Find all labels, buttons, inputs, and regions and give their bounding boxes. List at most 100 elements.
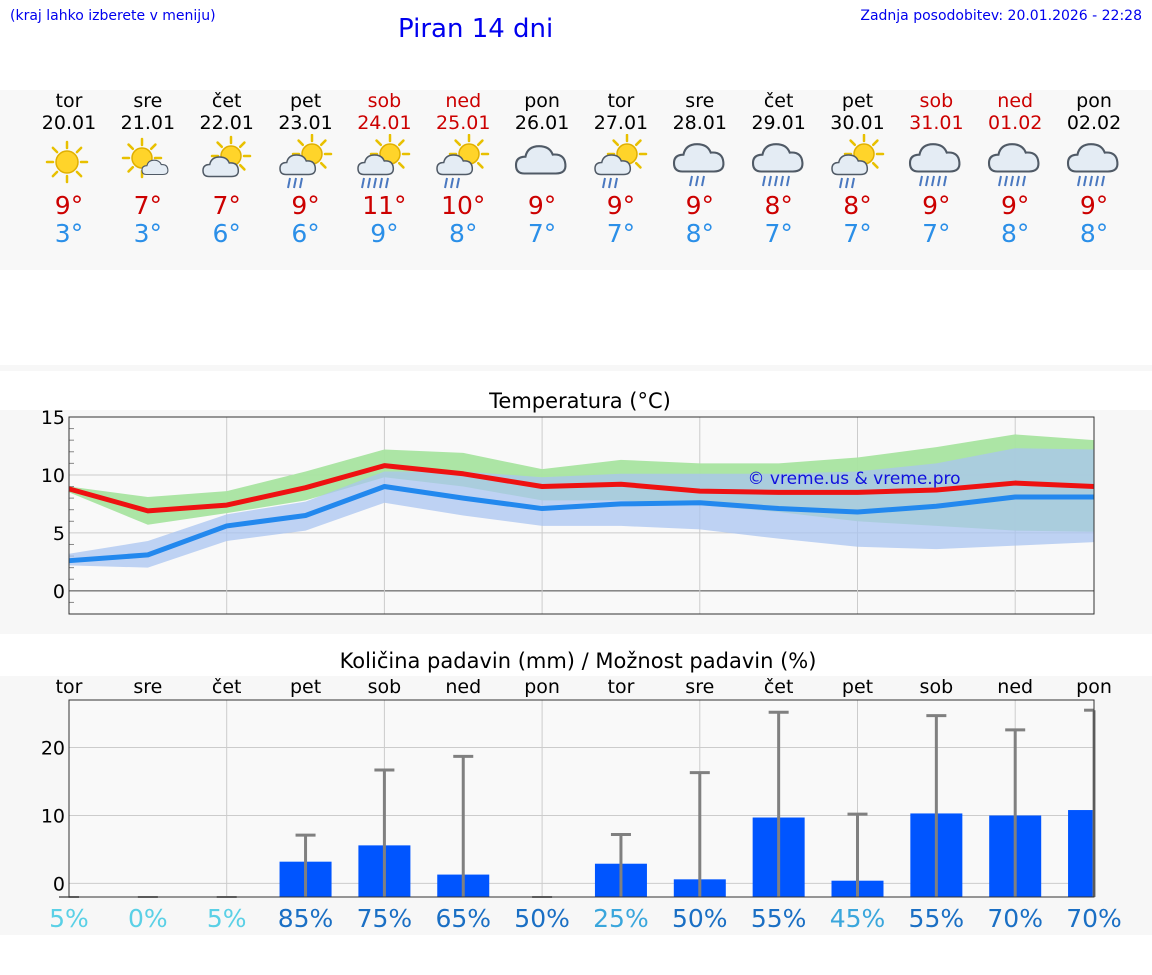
temp-max: 9° bbox=[291, 191, 320, 220]
day-date: 31.01 bbox=[909, 112, 964, 134]
day-column: sre 28.01 9° 8° bbox=[660, 90, 740, 248]
day-date: 30.01 bbox=[830, 112, 885, 134]
day-column: ned 01.02 9° 8° bbox=[975, 90, 1055, 248]
day-column: čet 29.01 8° 7° bbox=[739, 90, 819, 248]
precip-probability: 70% bbox=[1066, 904, 1122, 933]
day-name: ned bbox=[445, 90, 482, 112]
precip-probability: 55% bbox=[751, 904, 807, 933]
min-temp-line bbox=[68, 484, 1095, 564]
day-date: 27.01 bbox=[593, 112, 649, 134]
precip-day-label: pon bbox=[1076, 676, 1112, 698]
precip-bar bbox=[1068, 810, 1094, 897]
temp-min: 8° bbox=[1000, 219, 1030, 248]
max-temp-line bbox=[68, 463, 1095, 514]
temp-min: 3° bbox=[133, 219, 163, 248]
precip-y-tick: 10 bbox=[41, 805, 65, 827]
precip-probability: 65% bbox=[435, 904, 491, 933]
temp-min: 7° bbox=[764, 219, 793, 248]
precip-probability: 45% bbox=[830, 904, 886, 933]
temp-min: 7° bbox=[843, 219, 872, 248]
precip-probability: 50% bbox=[514, 904, 570, 933]
day-date: 25.01 bbox=[436, 112, 491, 134]
precip-y-tick: 20 bbox=[41, 738, 65, 760]
day-date: 28.01 bbox=[672, 112, 727, 134]
precip-day-label: ned bbox=[997, 676, 1033, 698]
temp-y-tick: 15 bbox=[41, 407, 65, 429]
precip-day-label: sob bbox=[368, 676, 402, 698]
precip-probability: 5% bbox=[49, 904, 89, 933]
precip-plot-frame bbox=[68, 699, 1095, 898]
sun-cloud-rain-icon bbox=[581, 134, 661, 192]
precip-day-label: sob bbox=[920, 676, 954, 698]
temp-min: 6° bbox=[212, 219, 241, 248]
day-name: tor bbox=[55, 90, 83, 112]
forecast-panel bbox=[0, 90, 1152, 270]
precip-probability: 55% bbox=[909, 904, 965, 933]
sun-cloud-rain-icon bbox=[818, 134, 898, 192]
day-column: tor 27.01 9° 7° bbox=[581, 90, 661, 248]
temp-min: 8° bbox=[449, 219, 478, 248]
day-column: sob 24.01 11° 9° bbox=[344, 90, 424, 248]
sun-cloud-icon bbox=[187, 134, 267, 192]
watermark: © vreme.us & vreme.pro bbox=[747, 469, 960, 489]
temp-max: 9° bbox=[1079, 191, 1109, 220]
day-name: pon bbox=[524, 90, 560, 112]
temp-min: 7° bbox=[527, 219, 557, 248]
day-name: sob bbox=[919, 90, 954, 112]
cloud-heavy-rain-icon bbox=[739, 134, 819, 192]
precip-chart-title: Količina padavin (mm) / Možnost padavin … bbox=[340, 649, 817, 673]
temp-max: 9° bbox=[1000, 191, 1030, 220]
precip-day-label: čet bbox=[764, 676, 794, 698]
day-name: čet bbox=[763, 90, 794, 112]
cloud-heavy-rain-icon bbox=[975, 134, 1055, 192]
precip-probability: 85% bbox=[278, 904, 334, 933]
precip-probability: 50% bbox=[672, 904, 728, 933]
sun-icon bbox=[29, 134, 109, 192]
temp-max: 9° bbox=[54, 191, 84, 220]
temp-max: 7° bbox=[133, 191, 163, 220]
temp-max: 9° bbox=[922, 191, 951, 220]
page-title: Piran 14 dni bbox=[398, 14, 554, 44]
day-column: pon 26.01 9° 7° bbox=[502, 90, 582, 248]
sun-small-cloud-icon bbox=[108, 134, 188, 192]
day-column: pet 30.01 8° 7° bbox=[818, 90, 898, 248]
precip-day-label: pet bbox=[842, 676, 873, 698]
day-name: pon bbox=[1076, 90, 1112, 112]
day-name: sre bbox=[133, 90, 163, 112]
temp-max: 9° bbox=[606, 191, 636, 220]
day-date: 22.01 bbox=[199, 112, 254, 134]
day-date: 20.01 bbox=[41, 112, 97, 134]
precip-probability: 5% bbox=[207, 904, 247, 933]
last-updated: Zadnja posodobitev: 20.01.2026 - 22:28 bbox=[860, 8, 1142, 24]
temp-max: 9° bbox=[685, 191, 714, 220]
day-name: ned bbox=[997, 90, 1034, 112]
day-column: sob 31.01 9° 7° bbox=[896, 90, 976, 248]
temp-max: 8° bbox=[843, 191, 872, 220]
temp-max: 10° bbox=[441, 191, 486, 220]
temp-min: 7° bbox=[606, 219, 636, 248]
cloud-icon bbox=[502, 134, 582, 192]
temp-min: 8° bbox=[685, 219, 714, 248]
day-column: čet 22.01 7° 6° bbox=[187, 90, 267, 248]
temp-max: 7° bbox=[212, 191, 241, 220]
cloud-rain-icon bbox=[660, 134, 740, 192]
temp-min: 3° bbox=[54, 219, 84, 248]
cloud-heavy-rain-icon bbox=[896, 134, 976, 192]
precip-probability: 75% bbox=[357, 904, 413, 933]
day-column: ned 25.01 10° 8° bbox=[423, 90, 503, 248]
day-name: tor bbox=[607, 90, 635, 112]
location-hint[interactable]: (kraj lahko izberete v meniju) bbox=[10, 8, 216, 24]
precip-probability: 0% bbox=[128, 904, 168, 933]
day-date: 21.01 bbox=[120, 112, 176, 134]
temp-max: 11° bbox=[362, 191, 407, 220]
precip-day-label: sre bbox=[685, 676, 714, 698]
temp-min: 6° bbox=[291, 219, 320, 248]
temp-min: 8° bbox=[1079, 219, 1109, 248]
day-name: sob bbox=[367, 90, 402, 112]
day-date: 23.01 bbox=[278, 112, 333, 134]
sun-cloud-heavy-rain-icon bbox=[344, 134, 424, 192]
day-date: 24.01 bbox=[357, 112, 412, 134]
precip-day-label: pon bbox=[524, 676, 560, 698]
precip-day-label: ned bbox=[445, 676, 481, 698]
